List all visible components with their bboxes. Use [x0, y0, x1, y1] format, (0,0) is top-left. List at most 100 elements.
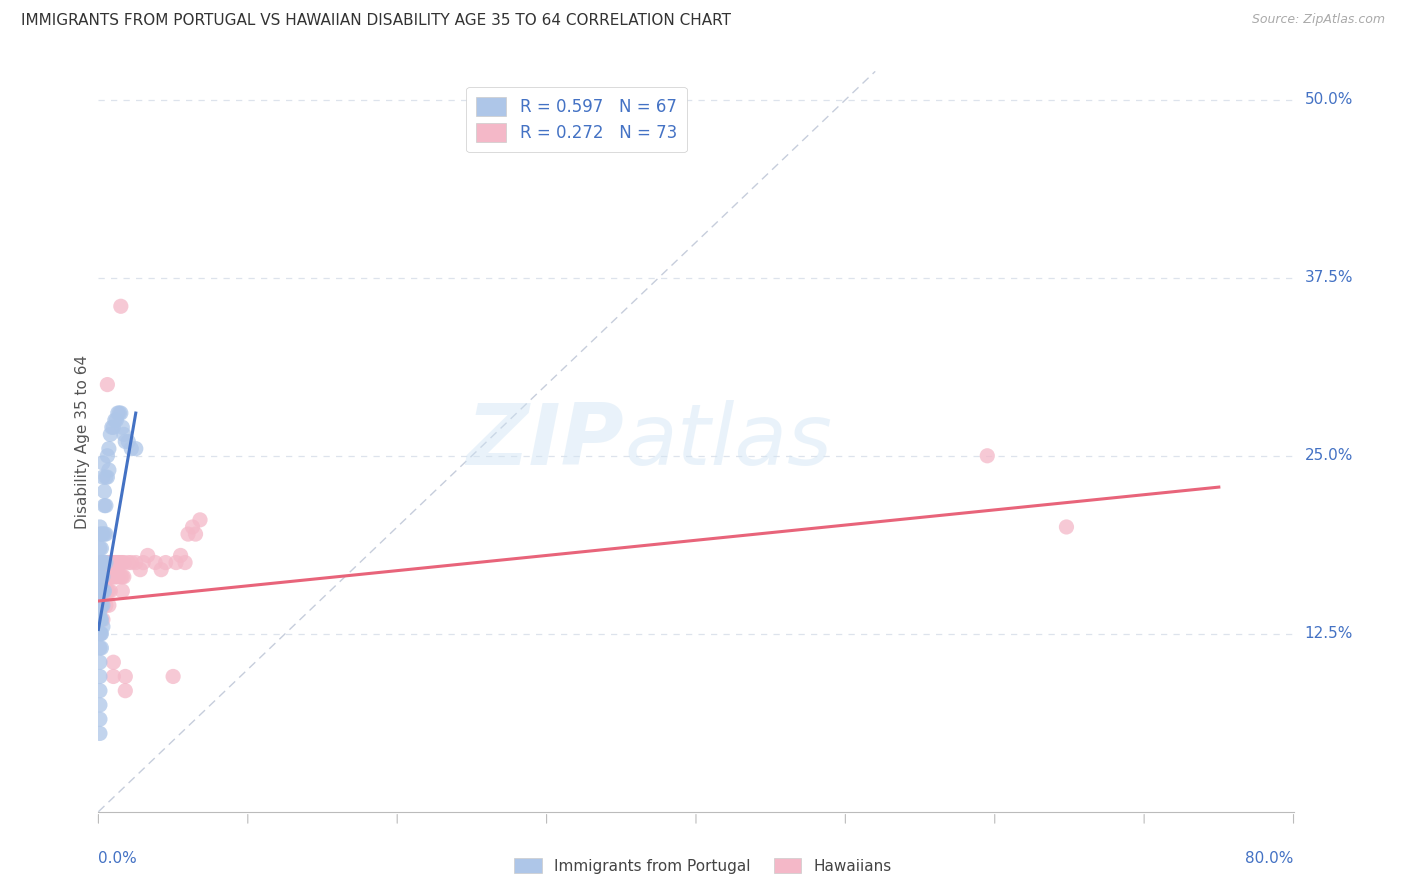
Point [93, 570, 115, 584]
Point [110, 570, 132, 584]
Text: 37.5%: 37.5% [1305, 270, 1353, 285]
Point [105, 556, 128, 570]
Point [97, 570, 120, 584]
Point [89, 655, 111, 669]
Point [188, 513, 211, 527]
Point [93, 556, 115, 570]
Point [162, 669, 184, 683]
Text: 12.5%: 12.5% [1305, 626, 1353, 641]
Point [93, 499, 115, 513]
Point [90, 613, 112, 627]
Point [108, 556, 131, 570]
Point [103, 556, 125, 570]
Point [96, 570, 118, 584]
Point [90, 570, 112, 584]
Point [89, 712, 111, 726]
Point [132, 556, 155, 570]
Point [89, 584, 111, 599]
Point [90, 613, 112, 627]
Point [114, 669, 136, 683]
Point [177, 527, 200, 541]
Point [94, 499, 117, 513]
Point [90, 599, 112, 613]
Point [976, 449, 998, 463]
Point [120, 556, 142, 570]
Point [90, 527, 112, 541]
Point [89, 626, 111, 640]
Point [111, 570, 134, 584]
Point [155, 556, 177, 570]
Point [94, 570, 117, 584]
Point [90, 556, 112, 570]
Point [93, 584, 115, 599]
Point [90, 541, 112, 556]
Point [98, 556, 122, 570]
Point [110, 406, 132, 420]
Point [114, 683, 136, 698]
Point [101, 570, 124, 584]
Point [111, 584, 134, 599]
Point [90, 570, 112, 584]
Point [89, 613, 111, 627]
Point [89, 599, 111, 613]
Text: 25.0%: 25.0% [1305, 449, 1353, 463]
Point [91, 527, 114, 541]
Point [91, 556, 114, 570]
Point [91, 456, 114, 470]
Point [91, 619, 114, 633]
Point [110, 556, 132, 570]
Point [98, 584, 122, 599]
Point [129, 563, 152, 577]
Text: Source: ZipAtlas.com: Source: ZipAtlas.com [1251, 13, 1385, 27]
Point [104, 413, 127, 427]
Point [96, 470, 118, 484]
Point [96, 377, 118, 392]
Point [107, 570, 129, 584]
Point [120, 442, 142, 456]
Point [169, 549, 191, 563]
Point [98, 427, 122, 442]
Legend: Immigrants from Portugal, Hawaiians: Immigrants from Portugal, Hawaiians [509, 852, 897, 880]
Text: 50.0%: 50.0% [1305, 93, 1353, 107]
Point [1056, 520, 1078, 534]
Point [125, 442, 148, 456]
Point [112, 427, 135, 442]
Point [90, 556, 112, 570]
Point [90, 584, 112, 599]
Point [103, 655, 125, 669]
Point [104, 556, 127, 570]
Point [94, 584, 117, 599]
Point [90, 626, 112, 640]
Point [114, 434, 136, 449]
Point [89, 726, 111, 740]
Point [101, 556, 124, 570]
Point [89, 606, 111, 620]
Point [91, 613, 114, 627]
Point [97, 463, 120, 477]
Point [90, 584, 112, 599]
Point [181, 520, 204, 534]
Point [110, 299, 132, 313]
Point [89, 584, 111, 599]
Point [93, 527, 115, 541]
Point [89, 698, 111, 712]
Point [107, 556, 129, 570]
Point [136, 549, 159, 563]
Y-axis label: Disability Age 35 to 64: Disability Age 35 to 64 [75, 354, 90, 529]
Point [89, 599, 111, 613]
Point [91, 584, 114, 599]
Point [125, 556, 148, 570]
Point [165, 556, 187, 570]
Legend: R = 0.597   N = 67, R = 0.272   N = 73: R = 0.597 N = 67, R = 0.272 N = 73 [467, 87, 686, 153]
Point [91, 584, 114, 599]
Point [91, 556, 114, 570]
Point [97, 442, 120, 456]
Point [93, 584, 115, 599]
Point [89, 584, 111, 599]
Point [93, 556, 115, 570]
Point [97, 556, 120, 570]
Point [89, 570, 111, 584]
Point [94, 599, 117, 613]
Text: IMMIGRANTS FROM PORTUGAL VS HAWAIIAN DISABILITY AGE 35 TO 64 CORRELATION CHART: IMMIGRANTS FROM PORTUGAL VS HAWAIIAN DIS… [21, 13, 731, 29]
Text: ZIP: ZIP [467, 400, 624, 483]
